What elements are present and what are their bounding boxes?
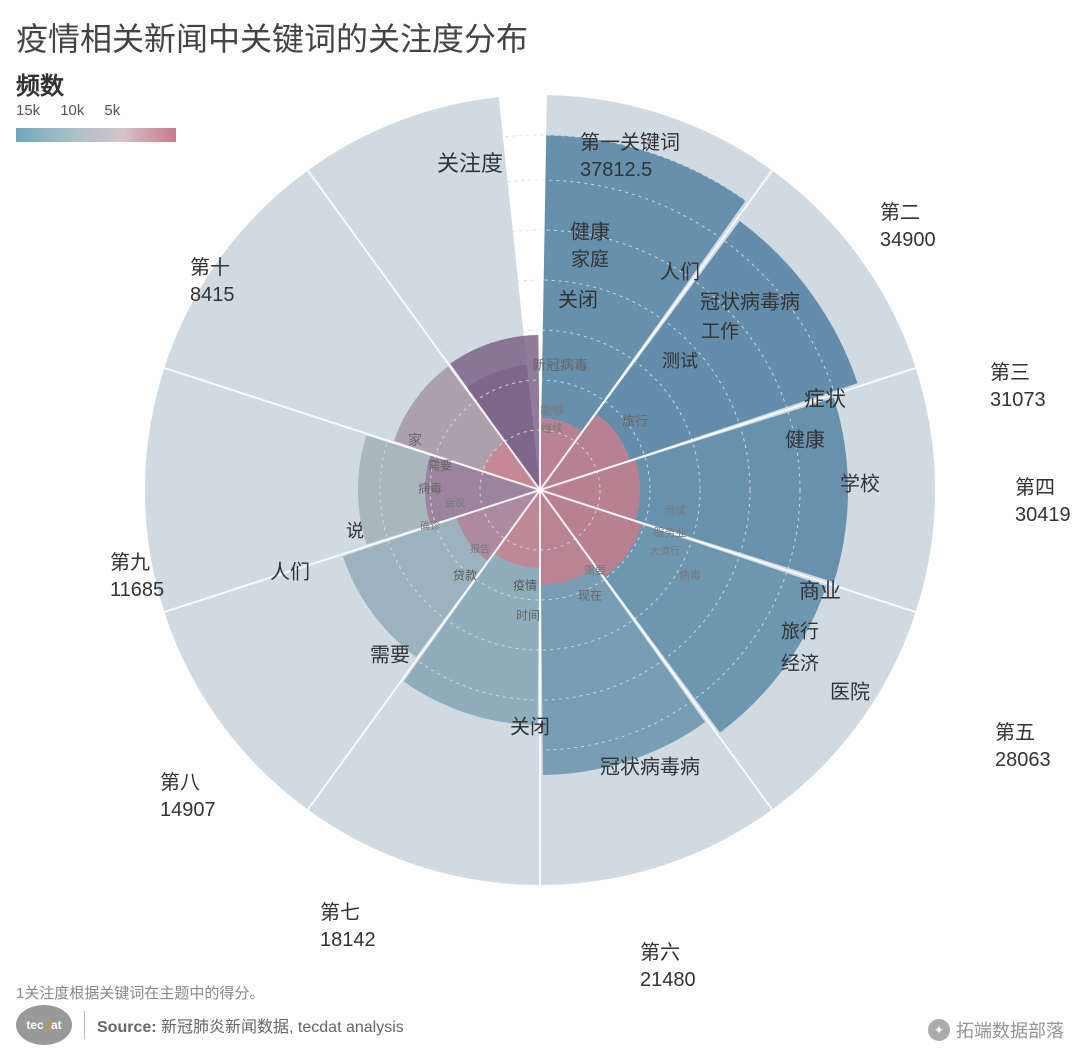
keyword-label: 现在 [578, 587, 602, 604]
keyword-label: 医院 [830, 676, 870, 705]
keyword-label: 测试 [662, 347, 698, 373]
keyword-label: 健康 [570, 216, 610, 245]
keyword-label: 能够 [540, 402, 564, 419]
sector-label: 第五28063 [995, 720, 1051, 774]
keyword-label: 旅行 [781, 617, 819, 644]
keyword-label: 需要 [428, 457, 452, 474]
keyword-label: 说 [346, 517, 364, 543]
legend-title: 频数 [16, 66, 64, 101]
keyword-label: 疫情 [513, 577, 537, 594]
sector-label: 第十8415 [190, 255, 235, 309]
keyword-label: 贷款 [453, 567, 477, 584]
chart-title: 疫情相关新闻中关键词的关注度分布 [16, 14, 528, 60]
source-row: tecdat Source: 新冠肺炎新闻数据, tecdat analysis [16, 1005, 404, 1045]
keyword-label: 关闭 [558, 284, 598, 313]
keyword-label: 人们 [660, 256, 700, 285]
keyword-label: 病毒 [679, 567, 701, 583]
legend-tick: 5k [104, 102, 120, 119]
sector-label: 第二34900 [880, 200, 936, 254]
keyword-label: 经济 [781, 649, 819, 676]
keyword-label: 商业 [799, 575, 841, 605]
sector-label: 第三31073 [990, 360, 1046, 414]
keyword-label: 时间 [516, 607, 540, 624]
watermark: ✦ 拓端数据部落 [928, 1017, 1064, 1043]
keyword-label: 会议 [445, 495, 465, 510]
legend-ticks: 15k 10k 5k [16, 102, 120, 119]
sector-label: 第四30419 [1015, 475, 1071, 529]
sector-label: 第九11685 [110, 550, 164, 604]
sector-label: 第八14907 [160, 770, 216, 824]
sector-label: 第一关键词37812.5 [580, 130, 680, 184]
sector-label: 第七18142 [320, 900, 376, 954]
keyword-label: 家 [408, 430, 422, 450]
keyword-label: 测试 [664, 502, 686, 518]
keyword-label: 冠状病毒病 [600, 751, 700, 780]
keyword-label: 报告 [470, 541, 490, 556]
legend-tick: 15k [16, 102, 40, 119]
keyword-label: 冠状病毒病 [700, 286, 800, 315]
source-text: Source: 新冠肺炎新闻数据, tecdat analysis [97, 1013, 404, 1037]
keyword-label: 服务业 [654, 524, 687, 540]
keyword-label: 学校 [840, 468, 880, 497]
tecdat-logo: tecdat [16, 1005, 72, 1045]
wechat-icon: ✦ [928, 1019, 950, 1041]
keyword-label: 确诊 [420, 518, 440, 533]
sector-label: 第六21480 [640, 940, 696, 994]
keyword-label: 健康 [785, 424, 825, 453]
keyword-label: 病毒 [418, 480, 442, 497]
keyword-label: 需要 [584, 562, 606, 578]
keyword-label: 家庭 [571, 245, 609, 272]
keyword-label: 人们 [270, 556, 310, 585]
divider [84, 1011, 85, 1039]
keyword-label: 继续 [541, 420, 563, 436]
keyword-label: 症状 [804, 383, 846, 413]
keyword-label: 关闭 [510, 711, 550, 740]
footnote: 1关注度根据关键词在主题中的得分。 [16, 982, 264, 1003]
keyword-label: 需要 [370, 639, 410, 668]
polar-chart: 第一关键词37812.5第二34900第三31073第四30419第五28063… [120, 70, 960, 910]
keyword-label: 关注度 [437, 146, 503, 178]
keyword-label: 大流行 [650, 543, 680, 558]
keyword-label: 工作 [701, 317, 739, 344]
keyword-label: 旅行 [622, 411, 648, 430]
keyword-label: 新冠病毒 [532, 355, 588, 375]
legend-tick: 10k [60, 102, 84, 119]
